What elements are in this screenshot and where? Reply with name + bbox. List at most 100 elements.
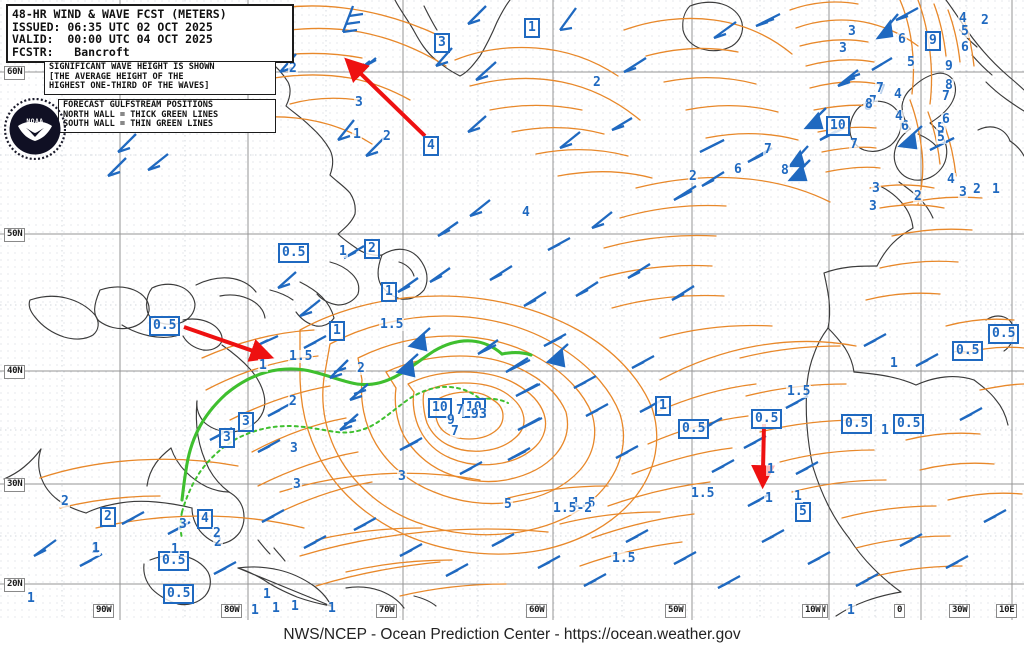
wave-height-contour-label: 8: [780, 163, 790, 178]
wave-height-contour-label: 3: [868, 199, 878, 214]
wave-height-boxed-value: 0.5: [278, 243, 310, 263]
lon-tick-10w: 10W: [802, 604, 824, 618]
wave-height-contour-label: 1: [262, 587, 272, 602]
wave-height-boxed-value: 4: [423, 136, 439, 156]
wave-height-boxed-value: 0.5: [158, 551, 190, 571]
lon-tick-70w: 70W: [376, 604, 398, 618]
wave-height-contour-label: 1.5-2: [552, 501, 594, 516]
wave-height-contour-label: 3: [178, 517, 188, 532]
wave-height-contour-label: 1: [991, 182, 1001, 197]
wave-height-contour-label: 1.5: [379, 317, 405, 332]
noaa-logo-text: NOAA: [26, 117, 43, 125]
wave-height-contour-label: 6: [897, 32, 907, 47]
lat-tick-30n: 30N: [4, 478, 26, 492]
footer-credit: NWS/NCEP - Ocean Prediction Center - htt…: [0, 622, 1024, 652]
gulfstream-legend: FORECAST GULFSTREAM POSITIONS NORTH WALL…: [58, 99, 276, 133]
wave-height-boxed-value: 3: [219, 428, 235, 448]
lon-tick-50w: 50W: [665, 604, 687, 618]
wave-height-contour-label: 2: [688, 169, 698, 184]
wave-height-contour-label: 3: [289, 441, 299, 456]
wave-height-boxed-value: 2: [364, 239, 380, 259]
wave-height-boxed-value: 3: [434, 33, 450, 53]
wave-height-contour-label: 4: [958, 11, 968, 26]
wave-height-contour-label: 1.5: [288, 349, 314, 364]
wave-height-contour-label: 2: [980, 13, 990, 28]
wave-height-contour-label: 5: [936, 130, 946, 145]
lat-tick-20n: 20N: [4, 578, 26, 592]
wave-height-boxed-value: 3: [238, 412, 254, 432]
wave-height-contour-label: 6: [960, 40, 970, 55]
wave-height-contour-label: 1: [271, 601, 281, 616]
lon-tick-30w: 30W: [949, 604, 971, 618]
lat-tick-50n: 50N: [4, 228, 26, 242]
lon-tick-90w: 90W: [93, 604, 115, 618]
lon-tick-60w: 60W: [526, 604, 548, 618]
wave-height-boxed-value: 0.5: [841, 414, 873, 434]
wave-height-boxed-value: 0.5: [893, 414, 925, 434]
wave-height-boxed-value: 1: [381, 282, 397, 302]
wave-height-contour-label: 1.5: [786, 384, 812, 399]
wave-height-contour-label: 2: [212, 526, 222, 541]
wave-height-contour-label: 5: [936, 121, 946, 136]
wave-height-contour-label: 1: [766, 462, 776, 477]
wave-height-contour-label: 3: [397, 469, 407, 484]
wave-height-boxed-value: 0.5: [678, 419, 710, 439]
wave-height-contour-label: 2: [592, 75, 602, 90]
wave-height-boxed-value: 1: [524, 18, 540, 38]
wave-height-contour-label: 4: [894, 109, 904, 124]
wave-height-contour-label: 7: [849, 137, 859, 152]
wave-height-contour-label: 2: [382, 129, 392, 144]
wave-height-boxed-value: 0.5: [988, 324, 1020, 344]
wave-height-contour-label: 1: [250, 603, 260, 618]
wave-height-contour-label: 1: [338, 244, 348, 259]
wave-height-contour-label: 5: [960, 24, 970, 39]
wave-height-boxed-value: 4: [197, 509, 213, 529]
wave-height-contour-label: 7: [455, 403, 465, 418]
wave-height-contour-label: 1: [352, 127, 362, 142]
wave-height-contour-label: 7: [875, 81, 885, 96]
wave-height-contour-label: 6: [900, 119, 910, 134]
wave-height-contour-label: 7: [763, 142, 773, 157]
wave-height-contour-label: 9: [446, 413, 456, 428]
wave-height-boxed-value: 2: [100, 507, 116, 527]
arrow-eastatlantic: [751, 423, 776, 490]
lon-tick-0: 0: [894, 604, 906, 618]
wave-height-contour-label: 1.5: [690, 486, 716, 501]
wave-height-contour-label: 3: [958, 185, 968, 200]
arrow-newengland: [183, 325, 275, 362]
wave-height-contour-label: 1: [880, 423, 890, 438]
wave-height-contour-label: 9: [470, 407, 480, 422]
wave-height-contour-label: 8: [864, 97, 874, 112]
wave-height-contour-label: 6: [733, 162, 743, 177]
wave-height-contour-label: 5: [906, 55, 916, 70]
wave-height-contour-label: 1.5: [611, 551, 637, 566]
wave-height-contour-label: 2: [356, 361, 366, 376]
wave-height-contour-label: 2: [288, 61, 298, 76]
wave-height-boxed-value: 0.5: [952, 341, 984, 361]
lat-tick-60n: 60N: [4, 66, 26, 80]
wave-height-contour-label: 1: [846, 603, 856, 618]
wave-height-contour-label: 1: [170, 542, 180, 557]
wave-height-contour-label: 6: [941, 112, 951, 127]
wave-height-contour-label: 9: [944, 59, 954, 74]
graticule-minor: [0, 0, 1024, 620]
wave-height-contour-label: 2: [60, 494, 70, 509]
wave-height-contour-label: 3: [838, 41, 848, 56]
wave-height-contour-label: 1: [764, 491, 774, 506]
lon-tick-10e: 10E: [996, 604, 1018, 618]
gulfstream-north-wall: [180, 339, 533, 502]
wave-height-contour-label: 3: [871, 181, 881, 196]
lat-tick-40n: 40N: [4, 365, 26, 379]
noaa-logo: NOAA: [4, 98, 66, 160]
wave-height-contour-label: 1: [91, 541, 101, 556]
wave-height-contour-label: 5: [503, 497, 513, 512]
wave-height-contour-label: 3: [478, 407, 488, 422]
significant-wave-height-legend: SIGNIFICANT WAVE HEIGHT IS SHOWN [THE AV…: [44, 61, 276, 95]
wave-height-contour-label: 1: [793, 489, 803, 504]
arrow-greenland: [344, 57, 427, 138]
lon-tick-80w: 80W: [221, 604, 243, 618]
wave-height-contour-label: 7: [450, 424, 460, 439]
wave-height-contour-label: 2: [972, 182, 982, 197]
wave-height-boxed-value: 0.5: [751, 409, 783, 429]
